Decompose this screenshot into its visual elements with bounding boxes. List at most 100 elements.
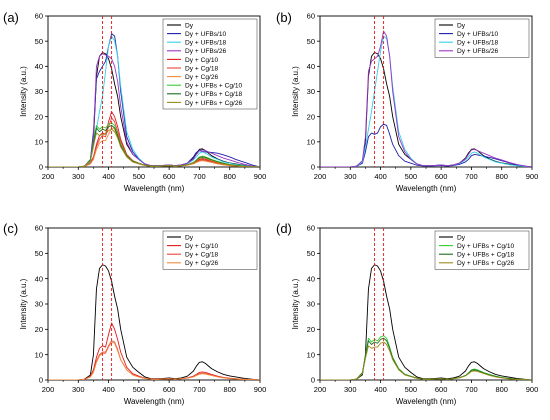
y-tick-label: 0 (311, 163, 315, 172)
panel-label: (d) (276, 221, 292, 236)
x-tick-label: 400 (374, 385, 387, 394)
x-tick-label: 600 (435, 172, 448, 181)
series-group (48, 228, 260, 380)
x-tick-label: 900 (254, 385, 267, 394)
legend-label: Dy + UFBs + Cg/10 (185, 83, 243, 90)
series-group (320, 228, 532, 380)
chart-panel-4: (d) 200 300 400 500 600 700 800 900 0 10 20 30 40 50 60… (276, 221, 538, 406)
x-tick-label: 600 (163, 172, 176, 181)
x-tick-label: 700 (193, 385, 206, 394)
legend-label: Dy + UFBs/26 (457, 48, 499, 55)
legend-label: Dy + UFBs/18 (185, 40, 227, 47)
x-tick-label: 800 (223, 172, 236, 181)
y-tick-label: 60 (307, 224, 315, 233)
x-axis-label: Wavelength (nm) (396, 184, 457, 193)
y-tick-label: 0 (39, 376, 43, 385)
y-tick-label: 10 (307, 137, 315, 146)
y-tick-label: 10 (35, 137, 43, 146)
y-tick-label: 10 (35, 350, 43, 359)
legend-label: Dy + Cg/26 (185, 260, 219, 267)
x-tick-label: 400 (102, 172, 115, 181)
x-tick-label: 200 (42, 385, 55, 394)
y-tick-label: 40 (35, 62, 43, 71)
legend-label: Dy + UFBs/18 (457, 40, 499, 47)
series-line (48, 111, 260, 167)
y-tick-label: 60 (35, 12, 43, 21)
x-tick-label: 800 (495, 385, 508, 394)
x-tick-label: 400 (102, 385, 115, 394)
legend-label: Dy + Cg/26 (185, 74, 219, 81)
legend-label: Dy + Cg/10 (185, 57, 219, 64)
x-tick-label: 600 (435, 385, 448, 394)
chart-panel-2: (b) 200 300 400 500 600 700 800 900 0 10 20 30 40 50 60… (276, 10, 538, 193)
series-line (320, 337, 532, 380)
legend-label: Dy (185, 22, 194, 29)
x-axis-label: Wavelength (nm) (396, 397, 457, 406)
y-tick-label: 20 (307, 112, 315, 121)
x-tick-label: 700 (465, 385, 478, 394)
x-tick-label: 900 (526, 385, 539, 394)
y-axis-label: Intensity (a.u.) (291, 66, 300, 117)
y-tick-label: 40 (307, 62, 315, 71)
x-tick-label: 500 (405, 385, 418, 394)
y-tick-label: 50 (35, 37, 43, 46)
x-tick-label: 800 (223, 385, 236, 394)
y-tick-label: 50 (307, 249, 315, 258)
series-line (320, 123, 532, 167)
x-tick-label: 500 (133, 385, 146, 394)
series-line (48, 122, 260, 167)
x-tick-label: 200 (314, 172, 327, 181)
y-tick-label: 30 (35, 87, 43, 96)
series-line (48, 127, 260, 167)
y-tick-label: 50 (307, 37, 315, 46)
x-tick-label: 500 (133, 172, 146, 181)
x-tick-label: 300 (344, 172, 357, 181)
x-axis-label: Wavelength (nm) (124, 397, 185, 406)
y-tick-label: 30 (307, 87, 315, 96)
series-line (48, 128, 260, 167)
legend-label: Dy (457, 22, 466, 29)
x-tick-label: 600 (163, 385, 176, 394)
y-axis-label: Intensity (a.u.) (291, 278, 300, 329)
legend-label: Dy + Cg/18 (185, 65, 219, 72)
series-line (48, 264, 260, 380)
y-axis-label: Intensity (a.u.) (19, 278, 28, 329)
chart-panel-3: (c) 200 300 400 500 600 700 800 900 0 10 20 30 40 50 60… (3, 221, 266, 406)
y-tick-label: 50 (35, 249, 43, 258)
x-tick-label: 700 (465, 172, 478, 181)
panel-label: (a) (3, 10, 19, 25)
legend-label: Dy (457, 234, 466, 241)
legend-label: Dy + Cg/18 (185, 252, 219, 259)
panel-label: (c) (3, 221, 18, 236)
legend-label: Dy + UFBs + Cg/18 (185, 91, 243, 98)
series-line (320, 341, 532, 380)
x-tick-label: 800 (495, 172, 508, 181)
x-tick-label: 900 (254, 172, 267, 181)
x-tick-label: 200 (314, 385, 327, 394)
legend-label: Dy (185, 234, 194, 241)
legend-label: Dy + Cg/10 (185, 243, 219, 250)
legend-label: Dy + UFBs + Cg/10 (457, 243, 515, 250)
legend-label: Dy + UFBs + Cg/26 (457, 260, 515, 267)
series-line (48, 341, 260, 380)
x-tick-label: 300 (72, 172, 85, 181)
series-line (48, 53, 260, 167)
chart-panel-1: (a) 200 300 400 500 600 700 800 900 0 10 20 30 40 50 60… (3, 10, 266, 193)
x-tick-label: 900 (526, 172, 539, 181)
x-tick-label: 300 (72, 385, 85, 394)
legend-label: Dy + UFBs + Cg/18 (457, 252, 515, 259)
series-line (320, 52, 532, 167)
y-tick-label: 60 (307, 12, 315, 21)
series-group (48, 16, 260, 167)
y-tick-label: 0 (311, 376, 315, 385)
series-line (48, 125, 260, 167)
panel-label: (b) (276, 10, 292, 25)
y-tick-label: 20 (307, 325, 315, 334)
y-tick-label: 20 (35, 112, 43, 121)
y-tick-label: 0 (39, 163, 43, 172)
legend-label: Dy + UFBs + Cg/26 (185, 100, 243, 107)
